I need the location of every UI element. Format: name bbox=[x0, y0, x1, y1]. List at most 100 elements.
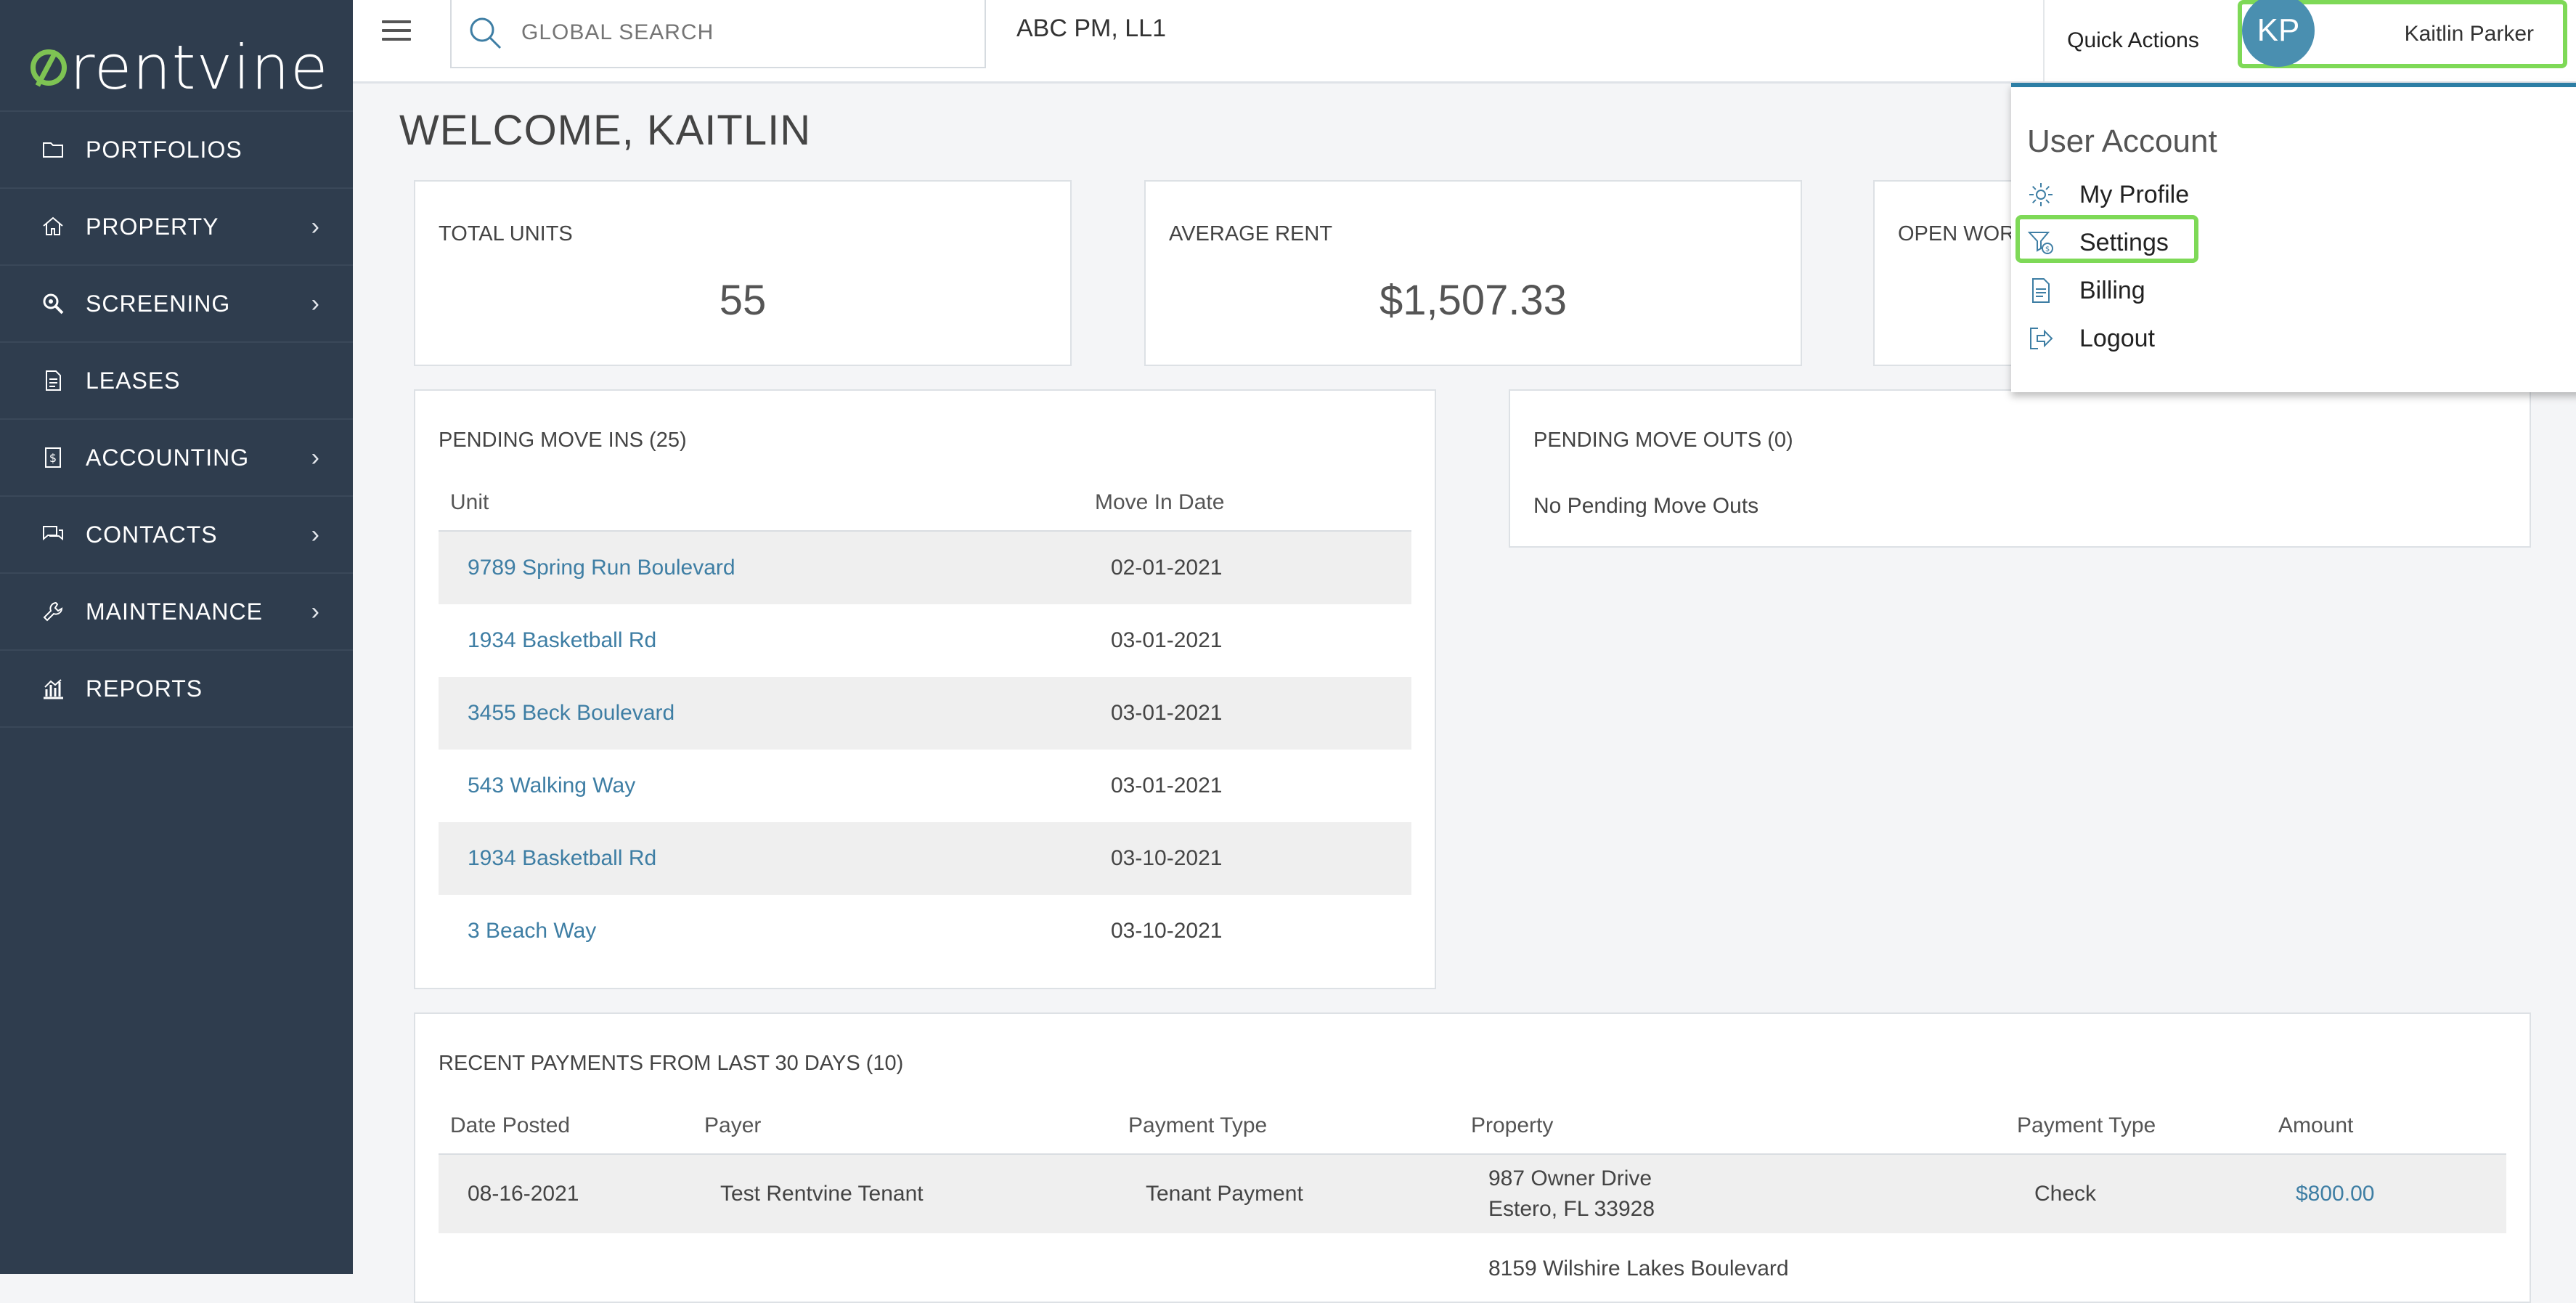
date-posted: 08-16-2021 bbox=[439, 1154, 693, 1233]
move-in-date: 02-01-2021 bbox=[1095, 531, 1411, 604]
menu-item-my-profile[interactable]: My Profile bbox=[2027, 174, 2189, 215]
column-header[interactable]: Unit bbox=[439, 475, 1095, 532]
search-input[interactable] bbox=[520, 20, 929, 46]
sidebar-item-property[interactable]: PROPERTY › bbox=[0, 187, 353, 264]
sidebar-item-label: ACCOUNTING bbox=[86, 444, 250, 471]
home-icon bbox=[41, 214, 65, 239]
logo-text: rentvine bbox=[70, 32, 329, 103]
unit-link[interactable]: 1934 Basketball Rd bbox=[468, 846, 657, 870]
stat-label: OPEN WOR bbox=[1898, 222, 2015, 245]
table-row[interactable]: 1934 Basketball Rd 03-01-2021 bbox=[439, 604, 1411, 677]
stat-card-total-units: TOTAL UNITS 55 bbox=[414, 180, 1072, 366]
empty-state-text: No Pending Move Outs bbox=[1533, 494, 1759, 518]
move-in-date: 03-10-2021 bbox=[1111, 919, 1223, 943]
sidebar-nav: PORTFOLIOS PROPERTY › SCREENING › LEASES… bbox=[0, 110, 353, 728]
stat-value: 55 bbox=[719, 277, 767, 324]
sidebar-item-screening[interactable]: SCREENING › bbox=[0, 264, 353, 341]
menu-item-logout[interactable]: Logout bbox=[2027, 318, 2155, 359]
sidebar-item-label: CONTACTS bbox=[86, 521, 218, 548]
sidebar-item-contacts[interactable]: CONTACTS › bbox=[0, 495, 353, 572]
pending-move-ins-card: PENDING MOVE INS (25) Unit Move In Date … bbox=[414, 389, 1436, 989]
column-header[interactable]: Property bbox=[1471, 1098, 2017, 1155]
document-icon bbox=[41, 368, 65, 393]
unit-link[interactable]: 543 Walking Way bbox=[468, 774, 636, 797]
column-header[interactable]: Payer bbox=[693, 1098, 1128, 1155]
section-title: PENDING MOVE OUTS (0) bbox=[1533, 429, 1793, 452]
sidebar-item-accounting[interactable]: $ ACCOUNTING › bbox=[0, 418, 353, 495]
sidebar-item-label: MAINTENANCE bbox=[86, 598, 263, 625]
company-name[interactable]: ABC PM, LL1 bbox=[1016, 15, 1166, 42]
logo-mark-icon bbox=[30, 49, 67, 86]
user-name: Kaitlin Parker bbox=[2404, 22, 2534, 46]
menu-toggle-icon[interactable] bbox=[382, 16, 411, 45]
section-title: RECENT PAYMENTS FROM LAST 30 DAYS (10) bbox=[439, 1052, 904, 1075]
dollar-file-icon: $ bbox=[41, 445, 65, 470]
menu-item-label: Billing bbox=[2079, 276, 2145, 304]
logout-icon bbox=[2030, 328, 2053, 349]
table-row[interactable]: 543 Walking Way 03-01-2021 bbox=[439, 750, 1411, 822]
table-row[interactable]: 08-16-2021 Test Rentvine Tenant Tenant P… bbox=[439, 1154, 2506, 1233]
move-in-date: 03-01-2021 bbox=[1111, 774, 1223, 797]
column-header[interactable]: Move In Date bbox=[1095, 475, 1411, 532]
unit-link[interactable]: 3455 Beck Boulevard bbox=[468, 701, 675, 725]
property-line1-partial: 8159 Wilshire Lakes Boulevard bbox=[1488, 1257, 1789, 1280]
recent-payments-card: RECENT PAYMENTS FROM LAST 30 DAYS (10) D… bbox=[414, 1012, 2531, 1303]
rentvine-logo[interactable]: rentvine bbox=[30, 28, 329, 107]
menu-item-label: My Profile bbox=[2079, 180, 2190, 208]
sidebar-item-maintenance[interactable]: MAINTENANCE › bbox=[0, 572, 353, 649]
search-icon bbox=[470, 17, 502, 49]
chevron-right-icon: › bbox=[311, 212, 319, 240]
settings-highlight-box bbox=[2015, 215, 2198, 263]
move-in-date: 03-01-2021 bbox=[1111, 628, 1223, 652]
global-search[interactable] bbox=[450, 0, 986, 68]
property-line2: Estero, FL 33928 bbox=[1488, 1197, 1655, 1221]
magnify-icon bbox=[41, 291, 65, 316]
unit-link[interactable]: 9789 Spring Run Boulevard bbox=[468, 556, 735, 580]
svg-text:$: $ bbox=[49, 451, 57, 465]
document-icon bbox=[2032, 278, 2050, 303]
folder-icon bbox=[41, 137, 65, 162]
move-in-date: 03-01-2021 bbox=[1095, 677, 1411, 750]
menu-item-billing[interactable]: Billing bbox=[2027, 270, 2145, 311]
menu-item-label: Logout bbox=[2079, 324, 2155, 352]
menu-item-settings[interactable]: $ Settings bbox=[2027, 222, 2169, 263]
payment-type: Tenant Payment bbox=[1128, 1154, 1471, 1233]
amount-link[interactable]: $800.00 bbox=[2296, 1182, 2375, 1206]
user-account-menu: User Account My Profile $ Settings Billi… bbox=[2011, 83, 2576, 392]
sidebar-item-label: PORTFOLIOS bbox=[86, 136, 242, 163]
chevron-right-icon: › bbox=[311, 597, 319, 625]
sidebar-item-label: PROPERTY bbox=[86, 213, 219, 240]
unit-link[interactable]: 3 Beach Way bbox=[468, 919, 597, 943]
user-menu-button[interactable]: KP Kaitlin Parker bbox=[2238, 0, 2567, 68]
column-header[interactable]: Payment Type bbox=[2017, 1098, 2278, 1155]
section-title: PENDING MOVE INS (25) bbox=[439, 429, 687, 452]
svg-text:$: $ bbox=[2045, 245, 2050, 253]
sidebar-item-label: REPORTS bbox=[86, 675, 203, 702]
table-row[interactable]: 3 Beach Way 03-10-2021 bbox=[439, 895, 1411, 967]
property-address: 987 Owner Drive Estero, FL 33928 bbox=[1471, 1154, 2017, 1233]
bar-chart-icon bbox=[41, 676, 65, 701]
stat-label: AVERAGE RENT bbox=[1169, 222, 1333, 245]
sidebar-item-portfolios[interactable]: PORTFOLIOS bbox=[0, 110, 353, 187]
avatar: KP bbox=[2242, 0, 2315, 67]
topbar: ABC PM, LL1 Quick Actions KP Kaitlin Par… bbox=[353, 0, 2576, 84]
table-header-row: Unit Move In Date bbox=[439, 475, 1411, 532]
unit-link[interactable]: 1934 Basketball Rd bbox=[468, 628, 657, 652]
sidebar-item-leases[interactable]: LEASES bbox=[0, 341, 353, 418]
stat-card-average-rent: AVERAGE RENT $1,507.33 bbox=[1144, 180, 1802, 366]
menu-title: User Account bbox=[2027, 123, 2217, 159]
move-ins-table: Unit Move In Date 9789 Spring Run Boulev… bbox=[439, 475, 1411, 967]
column-header[interactable]: Date Posted bbox=[439, 1098, 693, 1155]
column-header[interactable]: Amount bbox=[2278, 1098, 2506, 1155]
stat-label: TOTAL UNITS bbox=[439, 222, 573, 245]
pending-move-outs-card: PENDING MOVE OUTS (0) No Pending Move Ou… bbox=[1509, 389, 2531, 548]
gear-icon bbox=[2029, 183, 2053, 206]
sidebar-item-reports[interactable]: REPORTS bbox=[0, 649, 353, 728]
chevron-right-icon: › bbox=[311, 520, 319, 548]
chevron-right-icon: › bbox=[311, 443, 319, 471]
quick-actions-button[interactable]: Quick Actions bbox=[2043, 0, 2222, 81]
table-row[interactable]: 9789 Spring Run Boulevard 02-01-2021 bbox=[439, 531, 1411, 604]
column-header[interactable]: Payment Type bbox=[1128, 1098, 1471, 1155]
table-row[interactable]: 1934 Basketball Rd 03-10-2021 bbox=[439, 822, 1411, 895]
table-row[interactable]: 3455 Beck Boulevard 03-01-2021 bbox=[439, 677, 1411, 750]
